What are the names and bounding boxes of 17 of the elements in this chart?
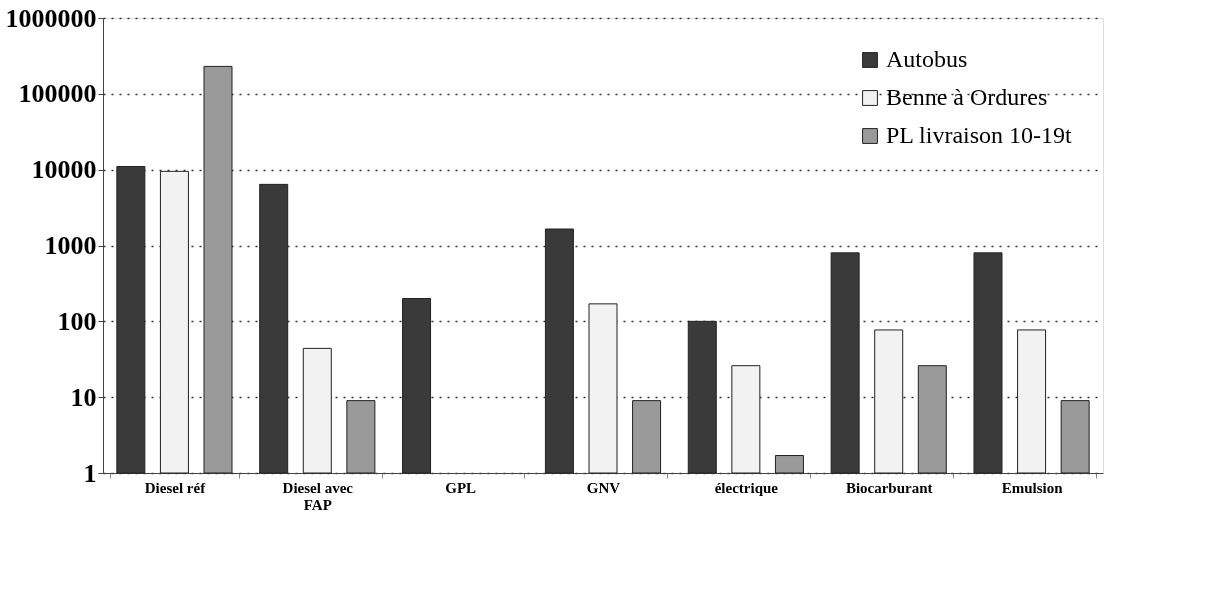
x-tick-label: Diesel avec FAP: [282, 479, 354, 513]
x-tick-label: Emulsion: [1001, 479, 1064, 496]
x-tick-label: Diesel réf: [144, 479, 207, 496]
x-tick-label: GNV: [586, 479, 621, 496]
y-tick-label: 100000: [18, 79, 97, 109]
y-tick-label: 1000: [44, 231, 97, 260]
y-tick-label: 100: [57, 306, 97, 336]
legend-label: Autobus: [886, 46, 968, 72]
legend-label: Benne à Ordures: [886, 84, 1048, 110]
y-tick-label: 10: [70, 382, 97, 412]
y-tick-label: 1000000: [5, 3, 97, 33]
legend-label: PL livraison 10-19t: [886, 122, 1073, 148]
x-tick-label: Biocarburant: [845, 479, 933, 496]
y-tick-label: 10000: [31, 155, 97, 185]
x-tick-label: électrique: [714, 479, 779, 496]
y-tick-label: 1: [83, 458, 97, 488]
x-tick-label: GPL: [445, 479, 477, 496]
